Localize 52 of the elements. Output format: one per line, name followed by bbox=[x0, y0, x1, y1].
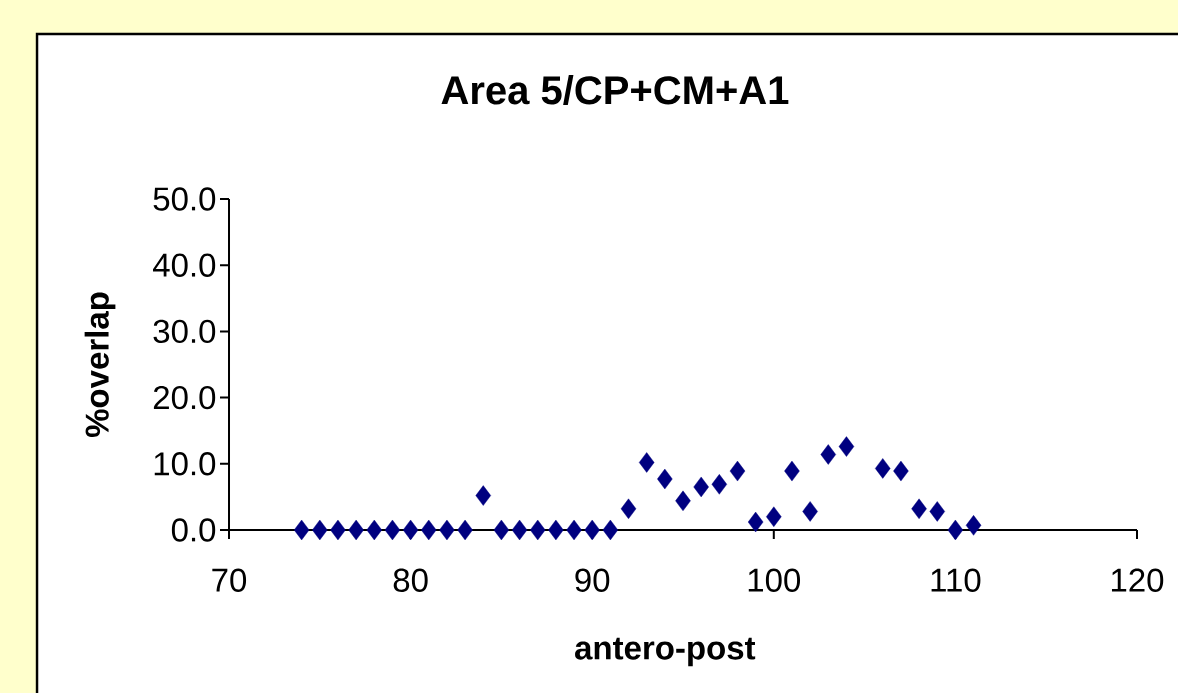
point bbox=[838, 436, 855, 457]
point bbox=[820, 444, 836, 465]
y-tick-label: 50.0 bbox=[153, 187, 216, 211]
point bbox=[675, 490, 691, 512]
point bbox=[711, 474, 728, 495]
point bbox=[366, 519, 382, 541]
y-tick-label: 10.0 bbox=[154, 452, 216, 476]
x-tick-label: 80 bbox=[393, 568, 428, 592]
point bbox=[493, 519, 510, 541]
point bbox=[766, 506, 782, 527]
point bbox=[566, 519, 582, 541]
point bbox=[348, 519, 364, 541]
point bbox=[439, 519, 455, 541]
point bbox=[875, 458, 891, 479]
point bbox=[729, 460, 746, 482]
point bbox=[929, 501, 945, 522]
point bbox=[802, 501, 818, 522]
y-tick-label: 40.0 bbox=[153, 253, 216, 277]
point bbox=[693, 476, 709, 498]
point bbox=[947, 519, 964, 541]
y-tick-label: 0.0 bbox=[171, 518, 216, 542]
point bbox=[911, 498, 927, 519]
point bbox=[511, 519, 528, 541]
point bbox=[893, 460, 909, 482]
point bbox=[530, 519, 546, 541]
x-axis-title: antero-post bbox=[575, 637, 756, 667]
point bbox=[602, 519, 619, 541]
y-tick-label: 30.0 bbox=[153, 319, 216, 344]
point bbox=[384, 519, 401, 541]
y-tick-label: 20.0 bbox=[153, 385, 216, 410]
point bbox=[548, 519, 564, 541]
point bbox=[584, 519, 600, 541]
point bbox=[965, 515, 982, 536]
point bbox=[402, 519, 419, 541]
x-tick-label: 100 bbox=[748, 568, 801, 592]
chart-title: Area 5/CP+CM+A1 bbox=[441, 75, 789, 105]
point bbox=[638, 452, 655, 473]
x-tick-label: 90 bbox=[575, 568, 610, 592]
point bbox=[457, 519, 473, 541]
x-tick-label: 70 bbox=[212, 568, 247, 592]
point bbox=[784, 460, 800, 482]
point bbox=[421, 519, 437, 541]
point bbox=[620, 498, 637, 519]
x-tick-label: 110 bbox=[931, 568, 981, 592]
point bbox=[312, 519, 328, 541]
point bbox=[475, 485, 491, 506]
x-tick-label: 120 bbox=[1111, 568, 1164, 592]
point bbox=[747, 511, 764, 533]
point bbox=[293, 519, 310, 541]
point bbox=[657, 468, 673, 490]
point bbox=[330, 519, 346, 541]
y-axis-title: %overlap bbox=[84, 292, 116, 438]
